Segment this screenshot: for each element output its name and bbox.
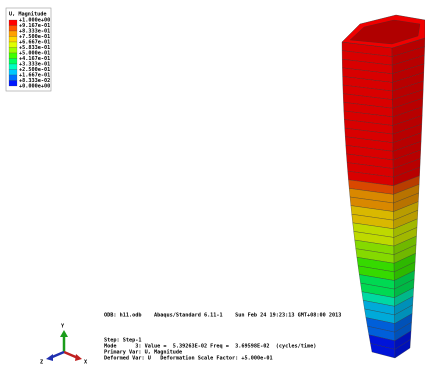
legend-swatch: [9, 81, 17, 87]
triad: Y X Z: [40, 324, 88, 366]
viewport: U, Magnitude ODB: h11.odb Abaqus/Standar…: [0, 0, 425, 372]
legend-swatch: [9, 70, 17, 76]
model: [342, 15, 425, 358]
legend-swatch: [9, 75, 17, 81]
arrow-y: [60, 330, 68, 337]
legend-swatch: [9, 53, 17, 59]
triad-z: Z: [40, 360, 43, 366]
legend-swatch: [9, 59, 17, 65]
arrow-x: [75, 354, 82, 361]
legend-swatch: [9, 20, 17, 26]
legend-swatch: [9, 42, 17, 48]
legend-swatch: [9, 26, 17, 32]
arrow-z: [46, 354, 53, 361]
legend-swatch: [9, 31, 17, 37]
info-odb: ODB: h11.odb Abaqus/Standard 6.11-1 Sun …: [104, 313, 341, 319]
legend-swatch: [9, 37, 17, 43]
legend-label: +0.000e+00: [19, 84, 50, 90]
legend-swatch: [9, 48, 17, 54]
info-deformed: Deformed Var: U Deformation Scale Factor…: [104, 356, 273, 362]
triad-y: Y: [61, 324, 65, 330]
triad-x: X: [84, 360, 88, 366]
legend-swatch: [9, 64, 17, 70]
